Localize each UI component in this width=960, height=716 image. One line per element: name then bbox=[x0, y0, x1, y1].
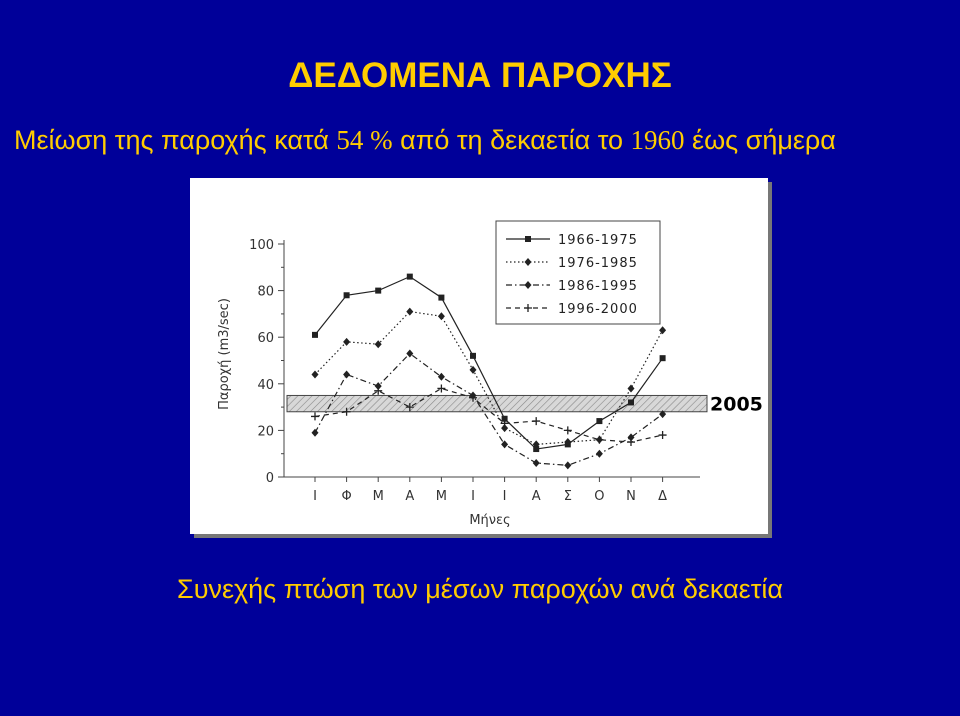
y-tick-label: 20 bbox=[257, 424, 274, 439]
point-marker bbox=[564, 438, 572, 447]
band-label: 2005 bbox=[710, 394, 763, 416]
point-marker bbox=[501, 440, 509, 449]
subtitle-part-2: από τη δεκαετία το bbox=[392, 125, 631, 155]
legend-label: 1966-1975 bbox=[558, 233, 638, 248]
point-marker bbox=[627, 433, 635, 442]
point-marker bbox=[500, 419, 509, 428]
y-tick-label: 80 bbox=[257, 285, 274, 300]
series-line bbox=[314, 275, 664, 450]
point-marker bbox=[311, 428, 319, 437]
point-marker bbox=[501, 424, 509, 433]
point-marker bbox=[627, 438, 635, 447]
y-tick-label: 100 bbox=[249, 238, 274, 253]
point-marker bbox=[469, 365, 477, 374]
series-1986-1995 bbox=[311, 349, 667, 470]
legend-label: 1996-2000 bbox=[558, 302, 638, 317]
y-tick-label: 60 bbox=[257, 331, 274, 346]
point-marker bbox=[627, 384, 635, 393]
slide-caption: Συνεχής πτώση των μέσων παροχών ανά δεκα… bbox=[177, 574, 783, 604]
x-tick-label: Ι bbox=[471, 489, 475, 504]
series-layer bbox=[311, 273, 667, 470]
chart-legend: 1966-1975 1976-1985 1986-1995 1996-2000 bbox=[495, 220, 661, 325]
y-tick-label: 0 bbox=[266, 471, 274, 486]
x-tick-label: Ο bbox=[594, 489, 604, 504]
subtitle-percent: 54 % bbox=[336, 125, 393, 155]
x-tick-label: Σ bbox=[564, 489, 572, 504]
x-tick-label: Ι bbox=[313, 489, 317, 504]
point-marker bbox=[659, 355, 666, 362]
x-tick-label: Ν bbox=[626, 489, 636, 504]
point-marker bbox=[311, 370, 319, 379]
series-line bbox=[314, 352, 663, 466]
series-line bbox=[314, 387, 663, 443]
point-marker bbox=[628, 399, 634, 406]
point-marker bbox=[659, 326, 667, 335]
x-tick-label: Φ bbox=[341, 489, 351, 504]
point-marker bbox=[469, 393, 477, 402]
point-marker bbox=[343, 370, 351, 379]
point-marker bbox=[524, 304, 532, 312]
x-tick-label: Μ bbox=[436, 489, 447, 504]
point-marker bbox=[533, 446, 540, 453]
x-tick-label: Μ bbox=[373, 489, 384, 504]
point-marker bbox=[470, 352, 476, 359]
point-marker bbox=[438, 294, 445, 301]
point-marker bbox=[524, 281, 532, 289]
point-marker bbox=[658, 431, 667, 440]
slide-subtitle: Μείωση της παροχής κατά 54 % από τη δεκα… bbox=[14, 124, 914, 157]
subtitle-part-3: έως σήμερα bbox=[684, 125, 836, 155]
legend-label: 1976-1985 bbox=[558, 256, 638, 271]
point-marker bbox=[406, 349, 414, 358]
point-marker bbox=[524, 258, 532, 266]
x-axis-label: Μήνες bbox=[469, 513, 510, 528]
point-marker bbox=[405, 403, 414, 412]
x-tick-label: Α bbox=[532, 489, 541, 504]
point-marker bbox=[595, 449, 603, 458]
point-marker bbox=[564, 461, 572, 470]
chart-background bbox=[190, 178, 768, 534]
point-marker bbox=[342, 407, 351, 416]
point-marker bbox=[312, 331, 318, 338]
point-marker bbox=[532, 417, 541, 426]
point-marker bbox=[406, 307, 414, 316]
point-marker bbox=[437, 312, 445, 321]
series-1966-1975 bbox=[312, 273, 666, 453]
point-marker bbox=[595, 435, 604, 444]
y-axis-label: Παροχή (m3/sec) bbox=[217, 298, 232, 410]
point-marker bbox=[532, 459, 540, 468]
point-marker bbox=[406, 273, 413, 280]
legend-box bbox=[495, 220, 661, 325]
x-tick-label: Ι bbox=[503, 489, 507, 504]
point-marker bbox=[437, 384, 446, 393]
point-marker bbox=[343, 292, 350, 299]
point-marker bbox=[525, 236, 531, 242]
point-marker bbox=[374, 386, 383, 395]
point-marker bbox=[501, 415, 508, 422]
point-marker bbox=[532, 440, 540, 449]
point-marker bbox=[374, 382, 382, 391]
subtitle-part-1: Μείωση της παροχής κατά bbox=[14, 125, 337, 155]
flow-chart: 0 20 40 60 80 100 Ι Φ Μ Α Μ Ι Ι Α Σ Ο Ν Δ 2005 1966-1975 1… bbox=[190, 178, 772, 538]
y-tick-label: 40 bbox=[257, 378, 274, 393]
x-tick-label: Δ bbox=[658, 489, 667, 504]
chart-axes: 0 20 40 60 80 100 Ι Φ Μ Α Μ Ι Ι Α Σ Ο Ν Δ bbox=[249, 238, 700, 504]
point-marker bbox=[437, 372, 445, 381]
series-1976-1985 bbox=[311, 307, 667, 449]
series-1996-2000 bbox=[311, 384, 667, 447]
point-marker bbox=[596, 418, 603, 425]
slide-title: ΔΕΔΟΜΕΝΑ ΠΑΡΟΧΗΣ bbox=[288, 56, 672, 95]
point-marker bbox=[659, 410, 667, 419]
x-tick-label: Α bbox=[405, 489, 414, 504]
point-marker bbox=[375, 287, 382, 294]
point-marker bbox=[343, 337, 351, 346]
legend-label: 1986-1995 bbox=[558, 279, 638, 294]
point-marker bbox=[311, 412, 319, 421]
subtitle-year: 1960 bbox=[630, 125, 685, 155]
point-marker bbox=[563, 426, 572, 435]
point-marker bbox=[374, 340, 382, 349]
